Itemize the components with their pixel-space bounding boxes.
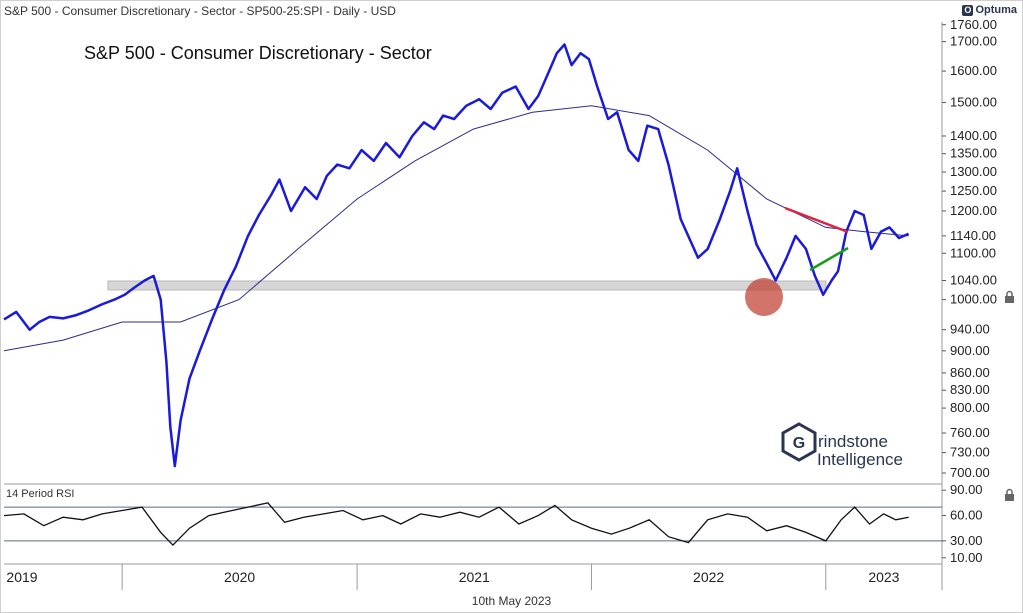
- price-axis: 1760.00 1700.00 1600.00 1500.00 1400.00 1350.…: [942, 17, 997, 480]
- lock-icon[interactable]: [1004, 488, 1015, 501]
- price-tick-label: 1400.00: [950, 128, 997, 143]
- price-tick-label: 1350.00: [950, 146, 997, 161]
- chart-title: S&P 500 - Consumer Discretionary - Secto…: [84, 43, 432, 63]
- rsi-line: [3, 502, 909, 547]
- rsi-tick-label: 30.00: [950, 533, 983, 548]
- breakdown-highlight: [745, 278, 783, 316]
- price-tick-label: 1250.00: [950, 183, 997, 198]
- price-tick-label: 1140.00: [950, 228, 996, 243]
- price-tick-label: 1000.00: [950, 292, 997, 307]
- price-tick-label: 1040.00: [950, 273, 997, 288]
- date-caption: 10th May 2023: [471, 594, 552, 608]
- grindstone-line1: rindstone: [818, 432, 888, 451]
- rsi-axis: 90.00 60.00 30.00 10.00: [942, 482, 983, 565]
- price-tick-label: 1100.00: [950, 245, 996, 260]
- grindstone-watermark: G rindstone Intelligence: [781, 422, 903, 469]
- rsi-tick-label: 10.00: [950, 550, 983, 565]
- rsi-tick-label: 90.00: [950, 482, 983, 497]
- optuma-logo: O Optuma: [962, 4, 1017, 16]
- price-tick-label: 830.00: [950, 382, 990, 397]
- year-label: 2023: [868, 569, 899, 585]
- chart-header: S&P 500 - Consumer Discretionary - Secto…: [4, 4, 396, 18]
- rsi-tick-label: 60.00: [950, 508, 983, 523]
- optuma-logo-icon: O: [962, 4, 974, 16]
- price-tick-label: 940.00: [950, 322, 990, 337]
- price-tick-label: 1200.00: [950, 203, 997, 218]
- price-tick-label: 860.00: [950, 365, 990, 380]
- year-label: 2021: [459, 569, 490, 585]
- rsi-layer: [3, 502, 942, 547]
- price-tick-label: 1300.00: [950, 164, 997, 179]
- price-tick-label: 1760.00: [950, 17, 997, 32]
- year-label: 2022: [693, 569, 724, 585]
- support-zone: [107, 280, 827, 291]
- year-label: 2020: [224, 569, 255, 585]
- price-tick-label: 1700.00: [950, 34, 997, 49]
- moving-average-line: [3, 105, 909, 352]
- price-line: [3, 43, 910, 468]
- grindstone-line2: Intelligence: [817, 450, 903, 469]
- rsi-panel-label: 14 Period RSI: [6, 488, 75, 500]
- price-tick-label: 900.00: [950, 343, 990, 358]
- date-axis: 2019 2020 2021 2022 2023: [6, 564, 900, 590]
- lock-icon[interactable]: [1004, 290, 1015, 303]
- rising-support-trendline: [809, 246, 849, 272]
- year-label: 2019: [6, 569, 37, 585]
- price-tick-label: 700.00: [950, 465, 990, 480]
- price-tick-label: 1500.00: [950, 94, 997, 109]
- optuma-logo-text: Optuma: [975, 4, 1017, 16]
- price-tick-label: 800.00: [950, 400, 990, 415]
- grindstone-hex-icon: [781, 422, 817, 462]
- grindstone-mark: G: [793, 435, 805, 452]
- price-layer: [3, 43, 910, 468]
- price-tick-label: 1600.00: [950, 63, 997, 78]
- resistance-trendline: [784, 206, 849, 234]
- price-tick-label: 730.00: [950, 445, 990, 460]
- price-tick-label: 760.00: [950, 425, 990, 440]
